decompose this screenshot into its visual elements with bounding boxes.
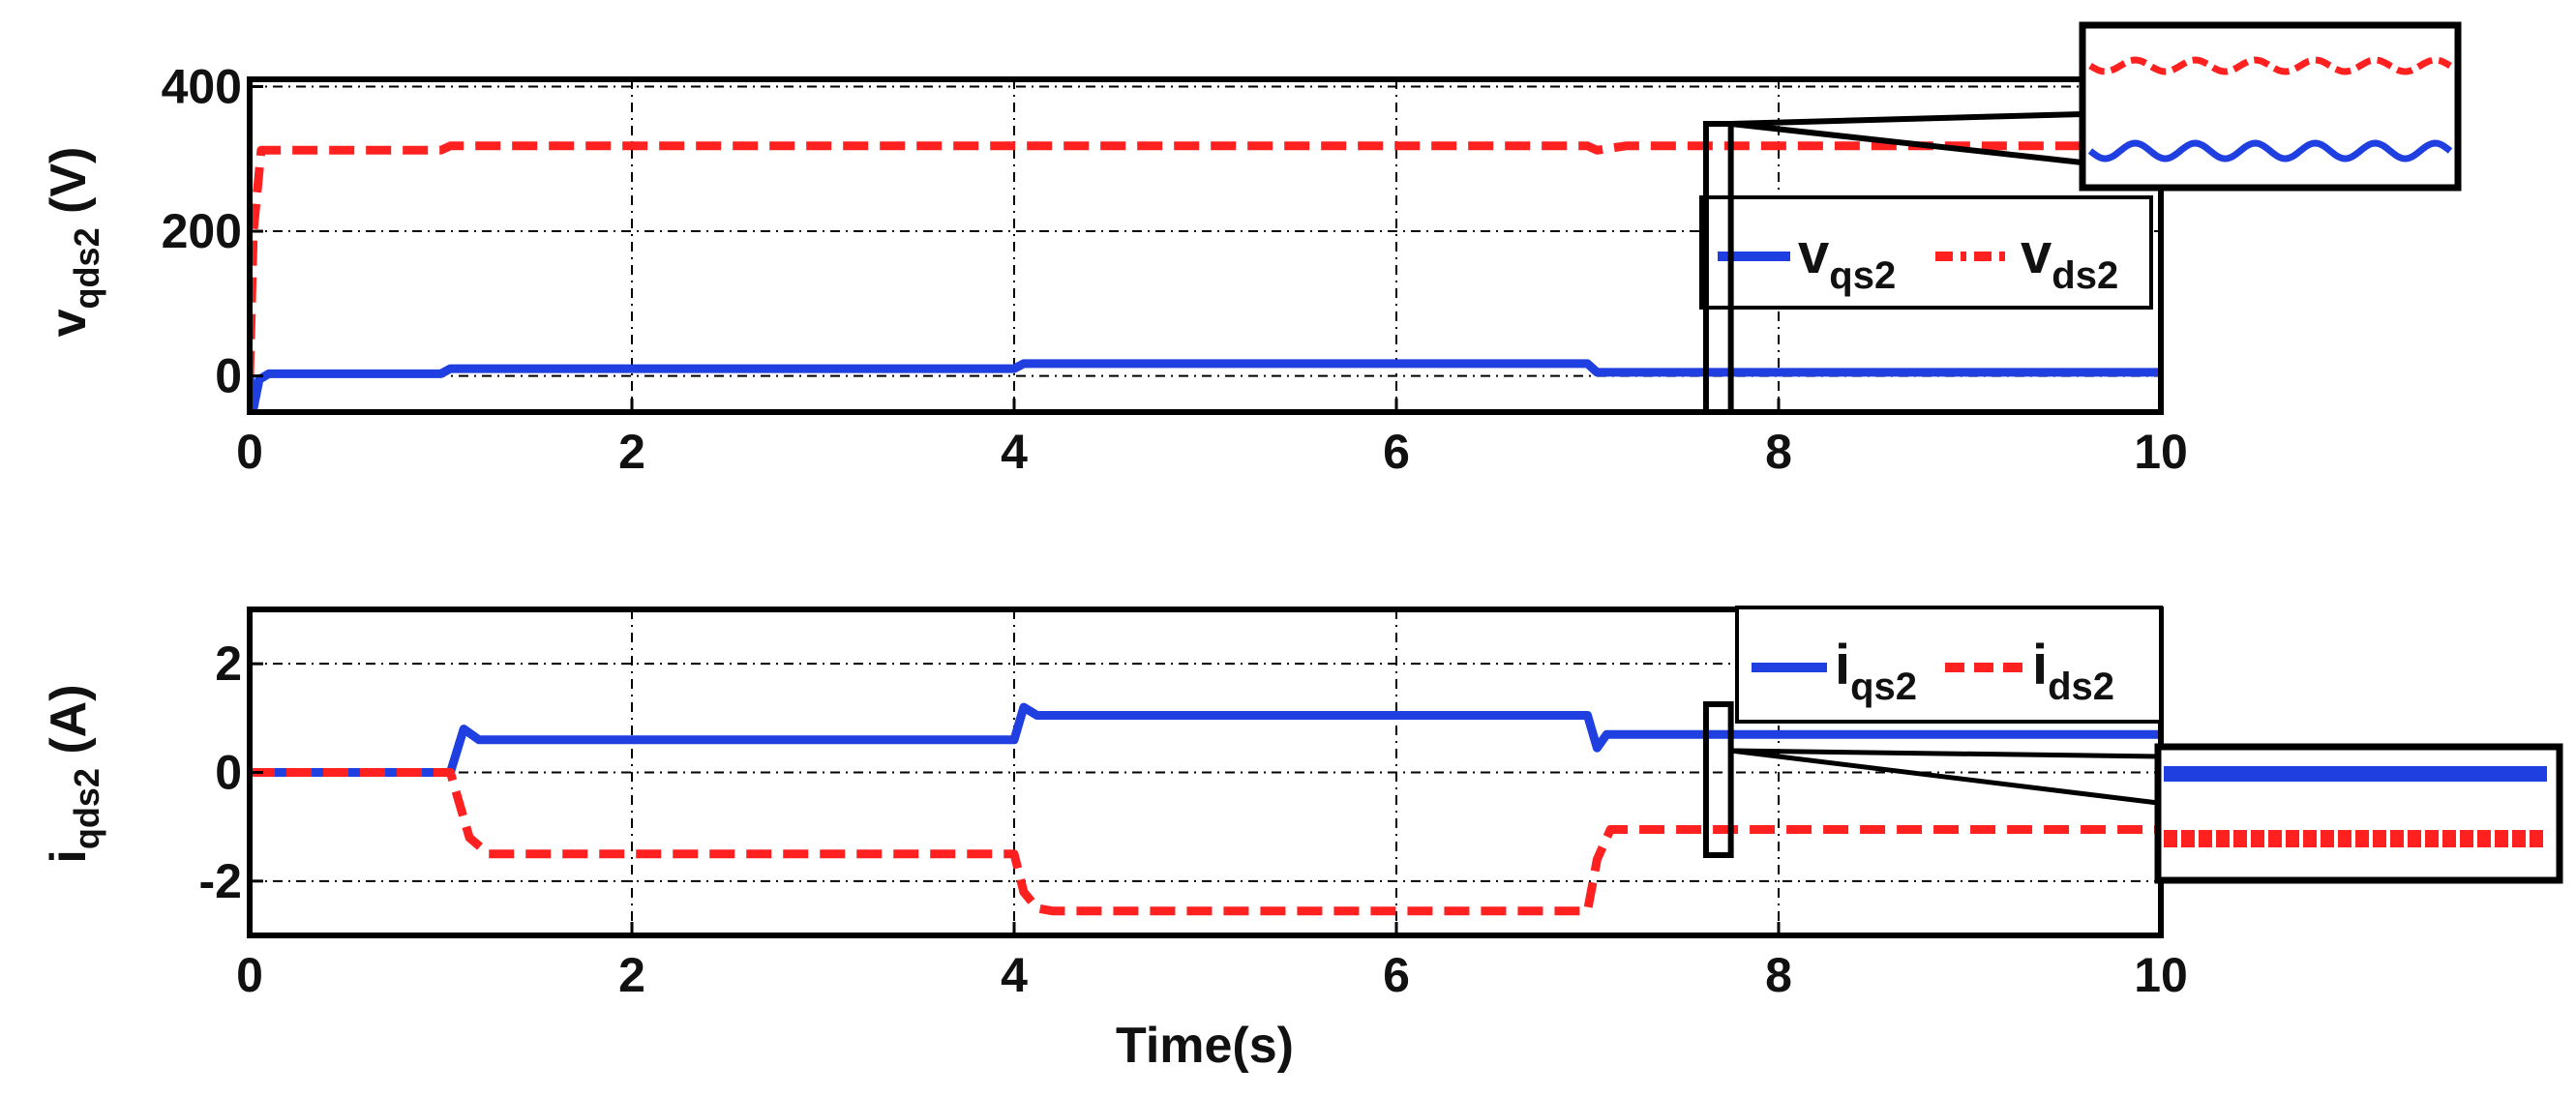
current-zoom-inset [2154, 743, 2563, 884]
voltage-zoom-box [1702, 121, 1734, 415]
current-zoom-connector [1730, 748, 2159, 806]
legend-label-vds2: vds2 [2021, 222, 2118, 297]
current-x-tick-label: 8 [1765, 948, 1792, 1002]
voltage-x-tick-label: 0 [236, 425, 263, 479]
inset-vqs2-ripple [2087, 139, 2453, 163]
current-panel: 0 2 4 6 8 10 2 0 -2 iqds2 (A) Time(s) iqs2 ids2 [41, 606, 2563, 1074]
current-y-tick-label: 0 [215, 746, 242, 800]
current-y-axis-title: iqds2 (A) [41, 684, 106, 863]
voltage-zoom-inset [2079, 21, 2462, 192]
legend-label-ids2: ids2 [2032, 634, 2114, 708]
voltage-x-ticks: 0 2 4 6 8 10 [236, 399, 2188, 479]
current-y-tick-label: -2 [199, 854, 242, 908]
current-x-tick-label: 6 [1383, 948, 1410, 1002]
voltage-y-tick-label: 0 [215, 349, 242, 403]
series-vqs2 [250, 359, 2161, 412]
voltage-y-tick-label: 200 [162, 204, 242, 258]
current-x-tick-label: 0 [236, 948, 263, 1002]
voltage-x-tick-label: 2 [618, 425, 645, 479]
inset-vds2-ripple [2088, 56, 2452, 75]
voltage-zoom-connector [1730, 111, 2083, 165]
voltage-plot-frame [247, 76, 2164, 415]
current-legend: iqs2 ids2 [1735, 606, 2163, 724]
voltage-x-tick-label: 10 [2134, 425, 2188, 479]
legend-label-iqs2: iqs2 [1835, 634, 1917, 708]
current-x-ticks: 0 2 4 6 8 10 [236, 922, 2188, 1002]
legend-label-vqs2: vqs2 [1798, 222, 1896, 297]
series-vds2 [250, 141, 2161, 376]
voltage-x-tick-label: 8 [1765, 425, 1792, 479]
current-y-tick-label: 2 [215, 637, 242, 691]
x-axis-title: Time(s) [1116, 1018, 1294, 1074]
voltage-y-axis-title: vqds2 (V) [41, 147, 106, 338]
current-x-tick-label: 10 [2134, 948, 2188, 1002]
current-series [250, 702, 2161, 916]
current-zoom-box [1702, 701, 1734, 858]
voltage-x-tick-label: 4 [1001, 425, 1028, 479]
voltage-series [250, 141, 2161, 412]
voltage-panel: 0 2 4 6 8 10 0 200 400 vqds2 (V) vqs2 vds2 [41, 21, 2462, 479]
voltage-legend: vqs2 vds2 [1699, 195, 2153, 310]
current-x-tick-label: 2 [618, 948, 645, 1002]
series-iqs2 [250, 702, 2161, 777]
voltage-x-tick-label: 6 [1383, 425, 1410, 479]
voltage-y-ticks: 0 200 400 [162, 59, 263, 403]
current-x-tick-label: 4 [1001, 948, 1028, 1002]
series-ids2 [250, 768, 2161, 916]
voltage-y-tick-label: 400 [162, 59, 242, 113]
current-grid [250, 609, 2161, 935]
current-y-ticks: 2 0 -2 [199, 637, 263, 908]
